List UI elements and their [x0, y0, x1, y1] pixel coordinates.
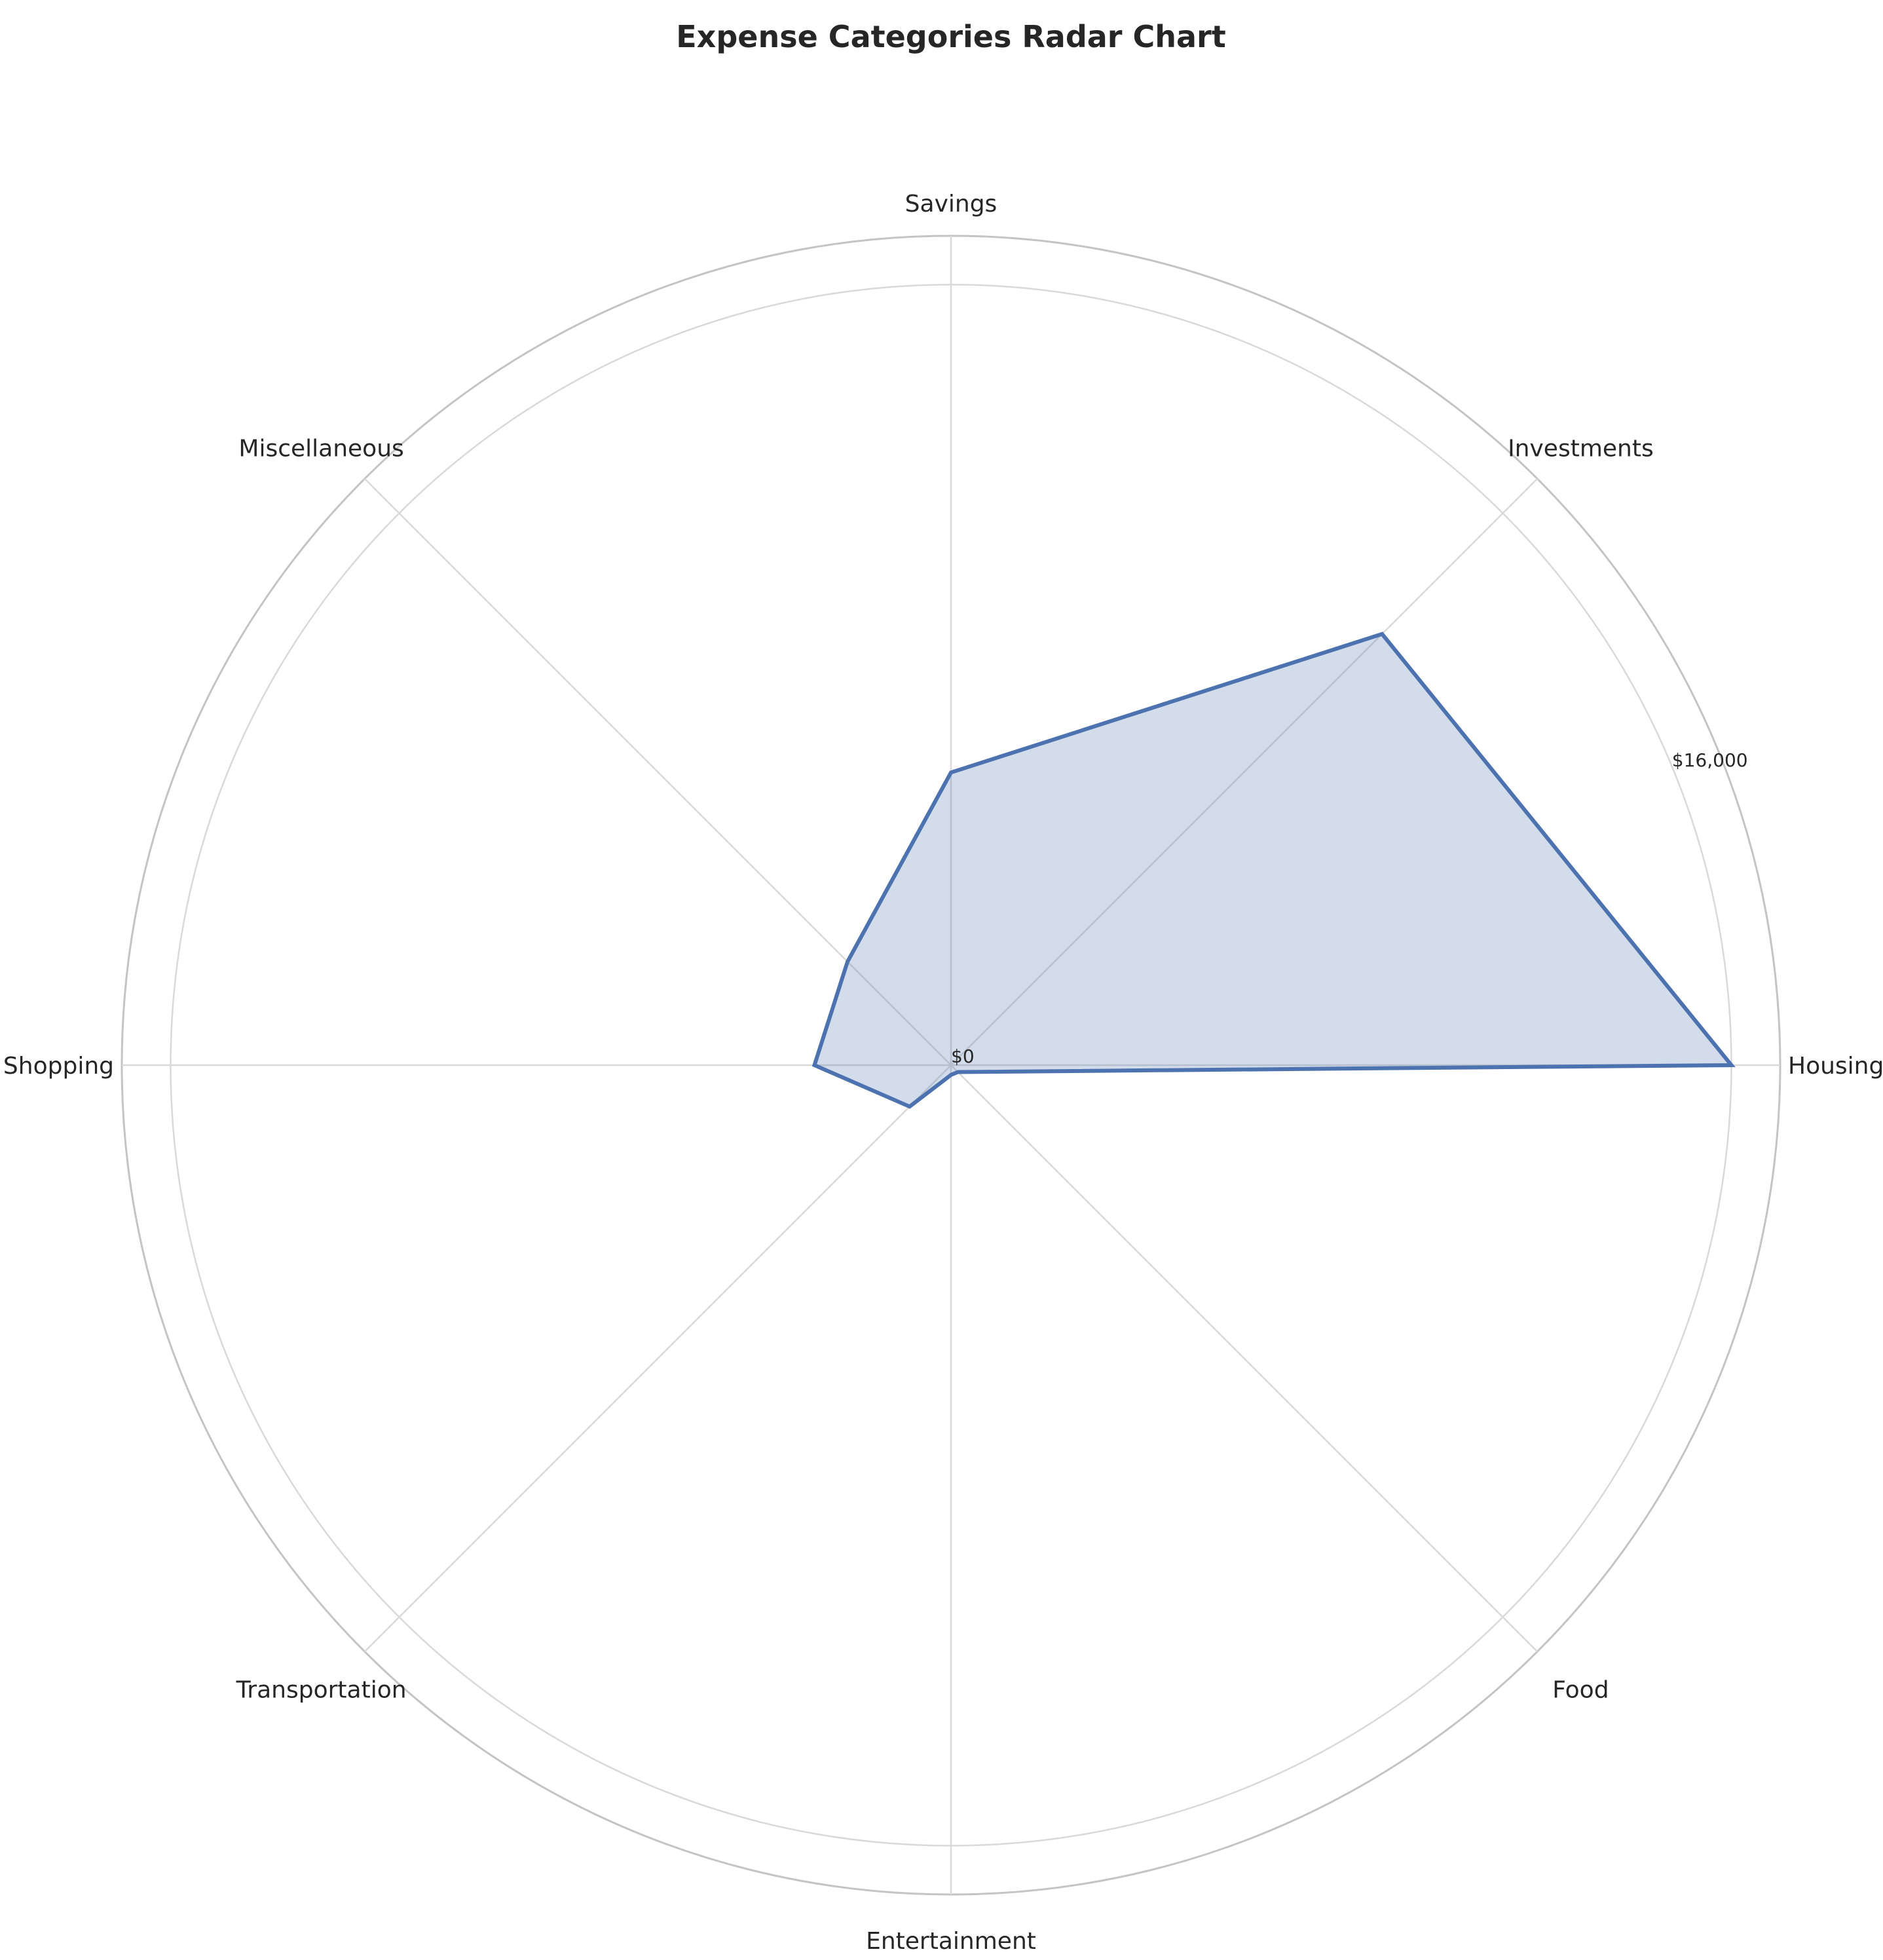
chart-title: Expense Categories Radar Chart: [676, 19, 1225, 54]
series-layer: [811, 631, 1736, 1109]
radial-tick-labels: $0 $16,000: [951, 749, 1748, 1067]
category-label-food: Food: [1552, 1676, 1609, 1703]
category-labels: Housing Investments Savings Miscellaneous Sh…: [3, 191, 1883, 1955]
spoke-miscellaneous: [364, 478, 952, 1066]
grid: [121, 235, 1781, 1896]
radial-tick-label-1: $16,000: [1672, 749, 1748, 771]
category-label-investments: Investments: [1508, 436, 1654, 462]
category-label-entertainment: Entertainment: [866, 1928, 1036, 1955]
category-label-savings: Savings: [905, 191, 997, 217]
category-label-transportation: Transportation: [236, 1676, 407, 1703]
radial-tick-label-0: $0: [951, 1046, 975, 1067]
category-label-shopping: Shopping: [3, 1053, 114, 1080]
spoke-food: [950, 1065, 1538, 1653]
category-label-housing: Housing: [1788, 1053, 1883, 1080]
spoke-transportation: [364, 1065, 952, 1653]
series-area-0: [814, 633, 1732, 1107]
spoke-investments: [950, 478, 1538, 1066]
category-label-miscellaneous: Miscellaneous: [238, 436, 403, 462]
